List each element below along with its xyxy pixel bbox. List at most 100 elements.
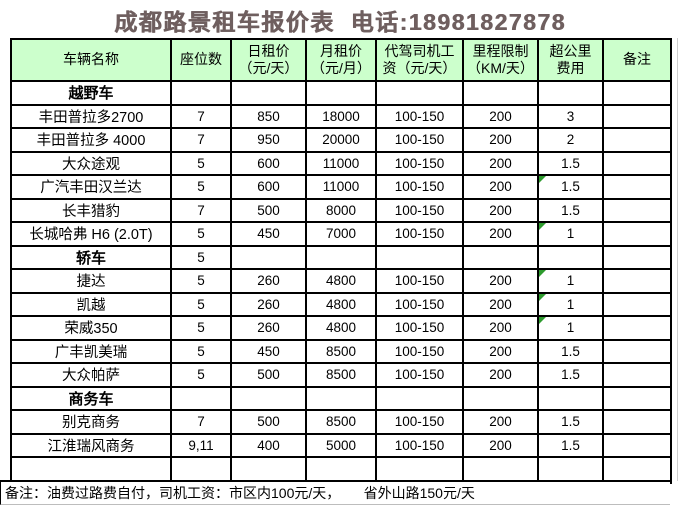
cell-remark[interactable] <box>602 244 672 270</box>
cell-driver-wage[interactable]: 100-150 <box>375 268 464 294</box>
column-header-mileage-limit[interactable]: 里程限制 （KM/天） <box>462 38 539 82</box>
cell-mileage-limit[interactable] <box>462 80 539 106</box>
cell-mileage-limit[interactable]: 200 <box>462 409 539 435</box>
cell-extra-km-fee[interactable] <box>537 244 604 270</box>
cell-seats[interactable]: 5 <box>170 291 232 317</box>
cell-daily-price[interactable] <box>230 244 307 270</box>
cell-driver-wage[interactable]: 100-150 <box>375 221 464 247</box>
cell-seats[interactable]: 5 <box>170 221 232 247</box>
cell-monthly-price[interactable]: 4800 <box>305 315 377 341</box>
cell-mileage-limit[interactable]: 200 <box>462 221 539 247</box>
cell-extra-km-fee[interactable]: 1 <box>537 221 604 247</box>
cell-vehicle-name[interactable]: 轿车 <box>10 244 172 270</box>
cell-monthly-price[interactable]: 7000 <box>305 221 377 247</box>
cell-vehicle-name[interactable]: 捷达 <box>10 268 172 294</box>
cell-mileage-limit[interactable]: 200 <box>462 315 539 341</box>
cell-seats[interactable]: 7 <box>170 409 232 435</box>
column-header-daily-price[interactable]: 日租价 （元/天） <box>230 38 307 82</box>
cell-vehicle-name[interactable]: 江淮瑞风商务 <box>10 432 172 458</box>
cell-daily-price[interactable]: 600 <box>230 174 307 200</box>
cell-mileage-limit[interactable]: 200 <box>462 362 539 388</box>
cell-remark[interactable] <box>602 338 672 364</box>
cell-seats[interactable]: 7 <box>170 103 232 129</box>
cell-seats[interactable] <box>170 385 232 411</box>
column-header-driver-wage[interactable]: 代驾司机工 资（元/天） <box>375 38 464 82</box>
footer-note[interactable]: 备注：油费过路费自付，司机工资：市区内100元/天， 省外山路150元/天 <box>0 480 670 505</box>
cell-remark[interactable] <box>602 197 672 223</box>
cell-extra-km-fee[interactable]: 1 <box>537 315 604 341</box>
cell-monthly-price[interactable]: 4800 <box>305 268 377 294</box>
cell-driver-wage[interactable]: 100-150 <box>375 127 464 153</box>
cell-seats[interactable]: 5 <box>170 268 232 294</box>
cell-daily-price[interactable] <box>230 385 307 411</box>
cell-seats[interactable]: 9,11 <box>170 432 232 458</box>
cell-monthly-price[interactable]: 18000 <box>305 103 377 129</box>
cell-extra-km-fee[interactable]: 1.5 <box>537 338 604 364</box>
cell-daily-price[interactable]: 450 <box>230 338 307 364</box>
cell-vehicle-name[interactable]: 越野车 <box>10 80 172 106</box>
cell-mileage-limit[interactable]: 200 <box>462 150 539 176</box>
cell-extra-km-fee[interactable]: 1.5 <box>537 197 604 223</box>
cell-extra-km-fee[interactable] <box>537 385 604 411</box>
cell-seats[interactable]: 5 <box>170 362 232 388</box>
cell-extra-km-fee[interactable]: 1.5 <box>537 362 604 388</box>
cell-extra-km-fee[interactable]: 1 <box>537 268 604 294</box>
cell-extra-km-fee[interactable]: 3 <box>537 103 604 129</box>
column-header-remark[interactable]: 备注 <box>602 38 672 82</box>
cell-monthly-price[interactable]: 8500 <box>305 362 377 388</box>
column-header-vehicle-name[interactable]: 车辆名称 <box>10 38 172 82</box>
cell-driver-wage[interactable] <box>375 80 464 106</box>
cell-remark[interactable] <box>602 221 672 247</box>
cell-daily-price[interactable] <box>230 80 307 106</box>
cell-monthly-price[interactable]: 4800 <box>305 291 377 317</box>
cell-driver-wage[interactable]: 100-150 <box>375 291 464 317</box>
cell-driver-wage[interactable] <box>375 385 464 411</box>
cell-monthly-price[interactable] <box>305 385 377 411</box>
cell-daily-price[interactable]: 500 <box>230 197 307 223</box>
cell-seats[interactable]: 5 <box>170 338 232 364</box>
cell-mileage-limit[interactable] <box>462 385 539 411</box>
cell-daily-price[interactable]: 500 <box>230 362 307 388</box>
cell-mileage-limit[interactable]: 200 <box>462 174 539 200</box>
cell-vehicle-name[interactable]: 商务车 <box>10 385 172 411</box>
cell-remark[interactable] <box>602 150 672 176</box>
column-header-monthly-price[interactable]: 月租价 （元/月） <box>305 38 377 82</box>
cell-remark[interactable] <box>602 385 672 411</box>
cell-monthly-price[interactable]: 8500 <box>305 409 377 435</box>
cell-driver-wage[interactable]: 100-150 <box>375 315 464 341</box>
cell-extra-km-fee[interactable]: 2 <box>537 127 604 153</box>
cell-mileage-limit[interactable]: 200 <box>462 432 539 458</box>
cell-monthly-price[interactable] <box>305 244 377 270</box>
cell-vehicle-name[interactable]: 别克商务 <box>10 409 172 435</box>
cell-remark[interactable] <box>602 315 672 341</box>
cell-driver-wage[interactable] <box>375 244 464 270</box>
cell-mileage-limit[interactable]: 200 <box>462 268 539 294</box>
cell-daily-price[interactable] <box>230 456 307 484</box>
cell-remark[interactable] <box>602 103 672 129</box>
cell-remark[interactable] <box>602 432 672 458</box>
cell-seats[interactable]: 5 <box>170 244 232 270</box>
cell-monthly-price[interactable] <box>305 80 377 106</box>
cell-vehicle-name[interactable]: 大众途观 <box>10 150 172 176</box>
cell-extra-km-fee[interactable] <box>537 80 604 106</box>
column-header-extra-km-fee[interactable]: 超公里 费用 <box>537 38 604 82</box>
cell-remark[interactable] <box>602 127 672 153</box>
cell-remark[interactable] <box>602 291 672 317</box>
cell-extra-km-fee[interactable]: 1.5 <box>537 409 604 435</box>
cell-daily-price[interactable]: 950 <box>230 127 307 153</box>
column-header-seats[interactable]: 座位数 <box>170 38 232 82</box>
cell-vehicle-name[interactable]: 广汽丰田汉兰达 <box>10 174 172 200</box>
cell-monthly-price[interactable]: 11000 <box>305 150 377 176</box>
cell-remark[interactable] <box>602 362 672 388</box>
cell-remark[interactable] <box>602 268 672 294</box>
cell-vehicle-name[interactable]: 长城哈弗 H6 (2.0T) <box>10 221 172 247</box>
cell-mileage-limit[interactable]: 200 <box>462 103 539 129</box>
cell-remark[interactable] <box>602 80 672 106</box>
cell-vehicle-name[interactable]: 凯越 <box>10 291 172 317</box>
cell-driver-wage[interactable]: 100-150 <box>375 174 464 200</box>
cell-daily-price[interactable]: 850 <box>230 103 307 129</box>
cell-vehicle-name[interactable]: 丰田普拉多 4000 <box>10 127 172 153</box>
cell-monthly-price[interactable]: 20000 <box>305 127 377 153</box>
cell-monthly-price[interactable]: 8500 <box>305 338 377 364</box>
cell-monthly-price[interactable]: 11000 <box>305 174 377 200</box>
